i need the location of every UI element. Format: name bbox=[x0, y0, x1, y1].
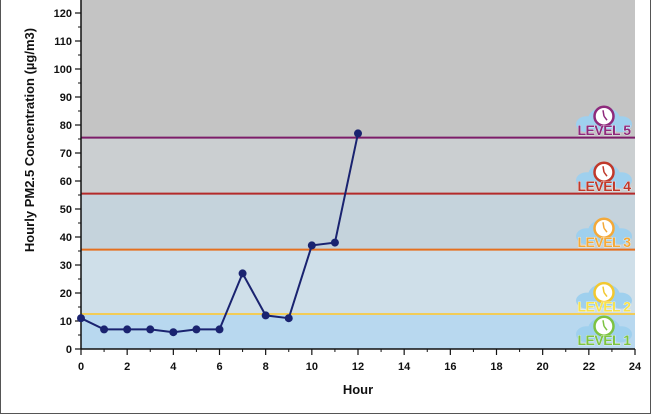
y-tick-label: 30 bbox=[60, 260, 72, 272]
x-tick-label: 18 bbox=[490, 361, 502, 373]
clock-hand bbox=[602, 222, 605, 229]
x-tick-label: 14 bbox=[398, 361, 411, 373]
y-tick-label: 50 bbox=[60, 204, 72, 216]
data-point bbox=[123, 325, 132, 334]
data-point bbox=[192, 325, 201, 334]
y-tick-label: 10 bbox=[60, 316, 72, 328]
x-tick-label: 20 bbox=[537, 361, 549, 373]
data-point bbox=[284, 314, 293, 323]
data-point bbox=[261, 311, 270, 320]
level-label: LEVEL 4 bbox=[577, 178, 631, 194]
level-1-badge: LEVEL 1 bbox=[576, 315, 632, 349]
level-label: LEVEL 3 bbox=[577, 234, 631, 250]
level-4-badge: LEVEL 4 bbox=[576, 161, 632, 194]
y-tick-label: 0 bbox=[66, 344, 72, 356]
data-point bbox=[238, 269, 247, 278]
x-tick-label: 10 bbox=[306, 361, 318, 373]
clock-hand bbox=[602, 286, 605, 293]
clock-hand bbox=[603, 325, 608, 331]
clock-hand bbox=[602, 166, 605, 173]
level-label: LEVEL 2 bbox=[577, 299, 631, 315]
clock-hand bbox=[602, 320, 605, 327]
level-2-badge: LEVEL 2 bbox=[576, 281, 632, 315]
data-point bbox=[100, 325, 109, 334]
level-badges: LEVEL 1 LEVEL 2 LEVEL 3 LEVEL 4 LEVEL 5 bbox=[576, 105, 632, 349]
y-tick-label: 70 bbox=[60, 148, 72, 160]
data-series bbox=[77, 129, 362, 337]
y-tick-label: 110 bbox=[54, 36, 72, 48]
level-label: LEVEL 1 bbox=[577, 332, 631, 348]
left-frame-border bbox=[0, 0, 1, 414]
clock-hand bbox=[602, 110, 605, 117]
y-tick-label: 40 bbox=[60, 232, 72, 244]
level-label: LEVEL 5 bbox=[577, 122, 631, 138]
band-4 bbox=[81, 137, 635, 194]
data-point bbox=[307, 241, 316, 250]
clock-hand bbox=[603, 227, 608, 233]
band-5 bbox=[81, 0, 635, 138]
x-tick-label: 12 bbox=[352, 361, 364, 373]
x-tick-label: 8 bbox=[263, 361, 269, 373]
data-point bbox=[77, 314, 85, 323]
level-5-badge: LEVEL 5 bbox=[576, 105, 632, 138]
x-tick-label: 4 bbox=[170, 361, 177, 373]
concentration-bands bbox=[81, 0, 635, 349]
data-point bbox=[354, 129, 362, 138]
clock-hand bbox=[603, 171, 608, 177]
y-tick-label: 60 bbox=[60, 176, 72, 188]
data-point bbox=[146, 325, 155, 334]
x-tick-label: 2 bbox=[124, 361, 130, 373]
level-3-badge: LEVEL 3 bbox=[576, 217, 632, 250]
band-3 bbox=[81, 193, 635, 250]
x-axis-title: Hour bbox=[343, 382, 373, 397]
clock-hand bbox=[603, 115, 608, 121]
y-tick-label: 80 bbox=[60, 120, 72, 132]
band-2 bbox=[81, 249, 635, 314]
data-point bbox=[169, 328, 178, 337]
x-tick-label: 0 bbox=[78, 361, 84, 373]
x-tick-label: 6 bbox=[216, 361, 222, 373]
data-point bbox=[215, 325, 224, 334]
x-tick-label: 16 bbox=[444, 361, 456, 373]
y-axis-title: Hourly PM2.5 Concentration (µg/m3) bbox=[22, 28, 37, 252]
clock-hand bbox=[603, 292, 608, 298]
y-tick-label: 100 bbox=[54, 64, 72, 76]
x-tick-label: 24 bbox=[629, 361, 642, 373]
y-tick-label: 20 bbox=[60, 288, 72, 300]
x-tick-label: 22 bbox=[583, 361, 595, 373]
y-tick-label: 120 bbox=[54, 8, 72, 20]
data-point bbox=[330, 238, 339, 247]
y-tick-label: 90 bbox=[60, 92, 72, 104]
